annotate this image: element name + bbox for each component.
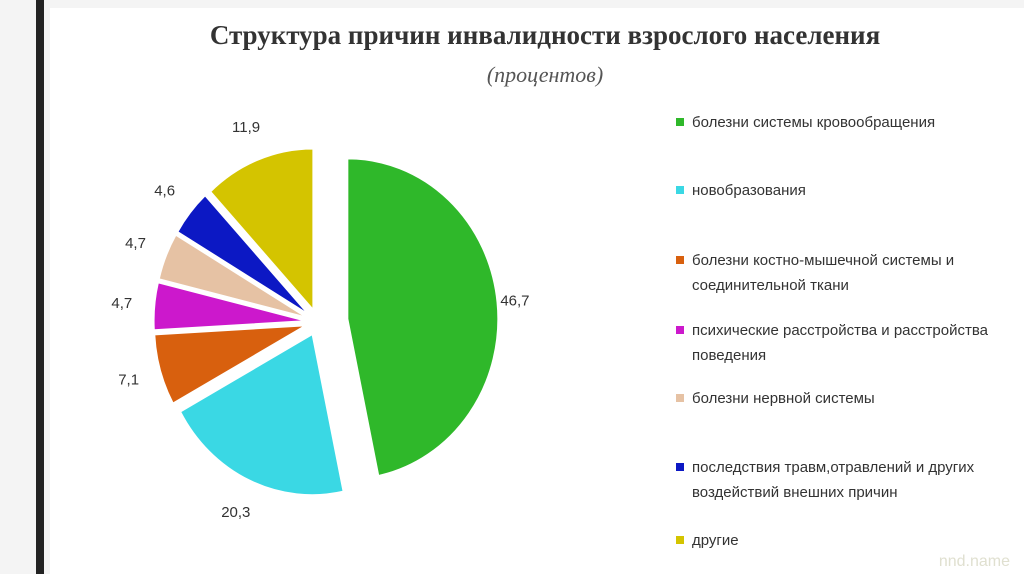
legend-label: болезни нервной системы xyxy=(692,390,875,407)
legend-swatch xyxy=(676,118,684,126)
pie-slice xyxy=(153,282,305,331)
legend-label: другие xyxy=(692,532,739,549)
legend-swatch xyxy=(676,256,684,264)
pie-slice xyxy=(210,148,314,311)
chart-subtitle: (процентов) xyxy=(487,62,603,87)
watermark: nnd.name xyxy=(939,553,1010,570)
data-label: 4,7 xyxy=(125,235,146,252)
data-label: 4,6 xyxy=(154,183,175,200)
legend-label: болезни системы кровообращения xyxy=(692,114,936,131)
data-label: 11,9 xyxy=(232,119,260,136)
pie-slice xyxy=(158,234,306,318)
legend-label: психические расстройства и расстройства … xyxy=(692,322,988,364)
legend-swatch xyxy=(676,463,684,471)
legend-swatch xyxy=(676,394,684,402)
legend-swatch xyxy=(676,326,684,334)
legend-label: новобразования xyxy=(692,182,806,199)
pie-slice xyxy=(180,333,344,496)
legend-label: последствия травм,отравлений и других во… xyxy=(692,459,975,501)
frame xyxy=(36,0,44,574)
legend-swatch xyxy=(676,536,684,544)
data-label: 4,7 xyxy=(111,295,132,312)
pie-slice xyxy=(154,325,305,404)
pie-slice xyxy=(347,158,499,477)
data-label: 46,7 xyxy=(500,292,529,309)
data-label: 7,1 xyxy=(118,372,139,389)
legend-label: болезни костно-мышечной системы и соедин… xyxy=(692,252,955,294)
legend-swatch xyxy=(676,186,684,194)
pie-slice xyxy=(177,195,308,314)
data-label: 20,3 xyxy=(221,504,250,521)
chart-title: Структура причин инвалидности взрослого … xyxy=(210,20,880,50)
